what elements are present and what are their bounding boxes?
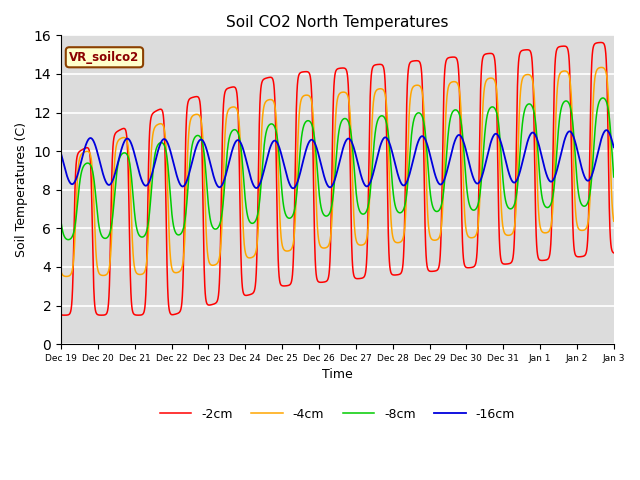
-4cm (610, 218, 618, 224)
-4cm (176, 269, 184, 275)
-16cm (610, 144, 618, 150)
-16cm (212, 179, 220, 184)
Title: Soil CO2 North Temperatures: Soil CO2 North Temperatures (226, 15, 449, 30)
-2cm (57, 312, 65, 318)
-2cm (176, 309, 184, 315)
-2cm (392, 272, 399, 278)
-8cm (57, 219, 65, 225)
Text: VR_soilco2: VR_soilco2 (69, 51, 140, 64)
-8cm (176, 232, 184, 238)
-8cm (212, 226, 220, 232)
Line: -8cm: -8cm (61, 98, 614, 240)
-2cm (212, 300, 220, 306)
-16cm (401, 182, 409, 188)
-16cm (392, 162, 399, 168)
-16cm (602, 127, 610, 133)
-8cm (557, 105, 565, 110)
-4cm (63, 274, 70, 279)
-4cm (610, 217, 618, 223)
-2cm (557, 43, 565, 49)
-4cm (557, 69, 565, 75)
-8cm (610, 172, 618, 178)
-8cm (392, 204, 399, 209)
Line: -4cm: -4cm (61, 67, 614, 276)
-8cm (65, 237, 72, 242)
-2cm (610, 250, 618, 256)
-4cm (401, 221, 409, 227)
-16cm (610, 144, 618, 149)
-8cm (599, 95, 607, 101)
-4cm (598, 64, 605, 70)
Line: -16cm: -16cm (61, 130, 614, 188)
-2cm (610, 250, 618, 256)
-16cm (175, 180, 183, 186)
-16cm (557, 149, 565, 155)
-4cm (392, 239, 399, 245)
-2cm (401, 197, 409, 203)
-4cm (212, 262, 220, 267)
-16cm (57, 151, 65, 156)
-2cm (61, 312, 68, 318)
-2cm (597, 39, 605, 45)
-4cm (57, 269, 65, 275)
-8cm (401, 202, 409, 207)
-8cm (610, 174, 618, 180)
Line: -2cm: -2cm (61, 42, 614, 315)
Y-axis label: Soil Temperatures (C): Soil Temperatures (C) (15, 122, 28, 257)
X-axis label: Time: Time (322, 368, 353, 382)
Legend: -2cm, -4cm, -8cm, -16cm: -2cm, -4cm, -8cm, -16cm (155, 403, 520, 426)
-16cm (289, 185, 297, 191)
